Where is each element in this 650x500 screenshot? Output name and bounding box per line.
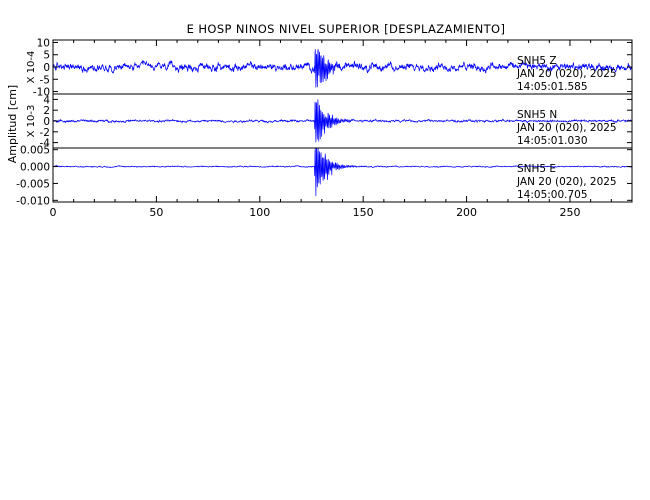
y-tick-label: -0.010 [16, 195, 50, 207]
x-tick-label: 150 [353, 206, 374, 219]
time-label: 14:05:01.585 [517, 81, 588, 93]
waveform-z [52, 49, 633, 88]
y-tick-label: -5 [40, 74, 50, 86]
x-tick-label: 250 [559, 206, 580, 219]
y-tick-label: 2 [43, 105, 50, 117]
station-label: SNH5 N [517, 109, 557, 121]
y-tick-label: 0 [43, 116, 50, 128]
y-tick-label: -4 [40, 138, 51, 150]
y-tick-label: -10 [33, 87, 50, 99]
date-label: JAN 20 (020), 2025 [516, 176, 617, 188]
y-axis-label: Amplitud [cm] [6, 85, 19, 163]
time-label: 14:05:01.030 [517, 135, 588, 147]
x-tick-label: 50 [149, 206, 163, 219]
x-axis: 0 50 100 150 200 250 [50, 40, 633, 219]
y-tick-label: 10 [37, 37, 50, 49]
waveform-n [52, 99, 633, 143]
scale-label: X 10-3 [26, 105, 37, 138]
y-tick-label: 0.000 [20, 162, 50, 174]
chart-title: E HOSP NINOS NIVEL SUPERIOR [DESPLAZAMIE… [187, 22, 506, 36]
x-tick-label: 100 [249, 206, 270, 219]
y-tick-label: 4 [43, 94, 50, 106]
waveform-e [52, 148, 633, 197]
x-tick-label: 0 [50, 206, 57, 219]
time-label: 14:05:00.705 [517, 189, 588, 201]
y-tick-label: -2 [40, 127, 50, 139]
y-tick-label: 0 [43, 62, 50, 74]
station-label: SNH5 E [517, 163, 556, 175]
date-label: JAN 20 (020), 2025 [516, 122, 617, 134]
station-label: SNH5 Z [517, 55, 557, 67]
scale-label: X 10-4 [26, 51, 37, 84]
y-tick-label: -0.005 [16, 178, 50, 190]
y-tick-label: 5 [43, 50, 50, 62]
date-label: JAN 20 (020), 2025 [516, 68, 617, 80]
y-tick-label: 0.005 [20, 145, 50, 157]
x-tick-label: 200 [456, 206, 477, 219]
